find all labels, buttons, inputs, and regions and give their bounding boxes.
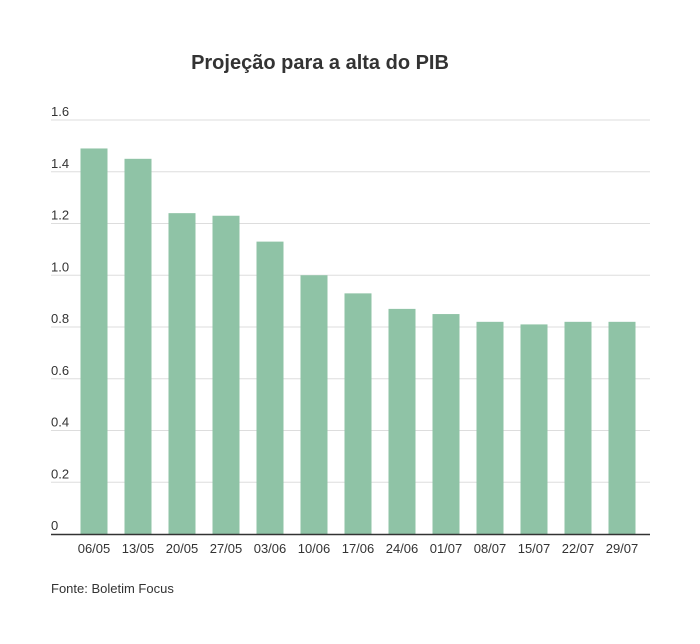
y-tick-label: 0.8	[51, 311, 69, 326]
y-tick-label: 1.6	[51, 104, 69, 119]
y-tick-label: 0.2	[51, 466, 69, 481]
x-tick-label: 24/06	[386, 541, 419, 556]
bar-08-07	[476, 321, 504, 534]
y-tick-label: 0.4	[51, 415, 69, 430]
bar-01-07	[432, 314, 460, 534]
x-tick-label: 08/07	[474, 541, 507, 556]
bar-20-05	[168, 213, 196, 534]
bar-17-06	[344, 293, 372, 534]
bar-10-06	[300, 275, 328, 534]
y-tick-label: 0	[51, 518, 58, 533]
bar-27-05	[212, 215, 240, 535]
y-tick-label: 1.0	[51, 259, 69, 274]
x-tick-label: 01/07	[430, 541, 463, 556]
bars	[80, 148, 636, 535]
chart-title: Projeção para a alta do PIB	[191, 52, 449, 74]
x-tick-label: 17/06	[342, 541, 375, 556]
y-tick-label: 1.4	[51, 156, 69, 171]
x-tick-label: 10/06	[298, 541, 331, 556]
x-tick-label: 22/07	[562, 541, 595, 556]
bar-22-07	[564, 321, 592, 534]
bar-13-05	[124, 158, 152, 534]
x-axis-ticks: 06/05 13/05 20/05 27/05 03/06 10/06 17/06 24/06…	[78, 541, 639, 556]
bar-06-05	[80, 148, 108, 534]
bar-15-07	[520, 324, 548, 534]
x-tick-label: 15/07	[518, 541, 551, 556]
x-tick-label: 29/07	[606, 541, 639, 556]
x-tick-label: 06/05	[78, 541, 111, 556]
x-tick-label: 27/05	[210, 541, 243, 556]
bar-29-07	[608, 321, 636, 534]
x-tick-label: 20/05	[166, 541, 199, 556]
y-axis-ticks: 0 0.2 0.4 0.6 0.8 1.0 1.2 1.4 1.6	[51, 104, 69, 533]
bar-03-06	[256, 241, 284, 535]
y-tick-label: 0.6	[51, 363, 69, 378]
x-tick-label: 03/06	[254, 541, 287, 556]
x-tick-label: 13/05	[122, 541, 155, 556]
bar-24-06	[388, 308, 416, 534]
y-tick-label: 1.2	[51, 208, 69, 223]
source-note: Fonte: Boletim Focus	[51, 581, 174, 596]
